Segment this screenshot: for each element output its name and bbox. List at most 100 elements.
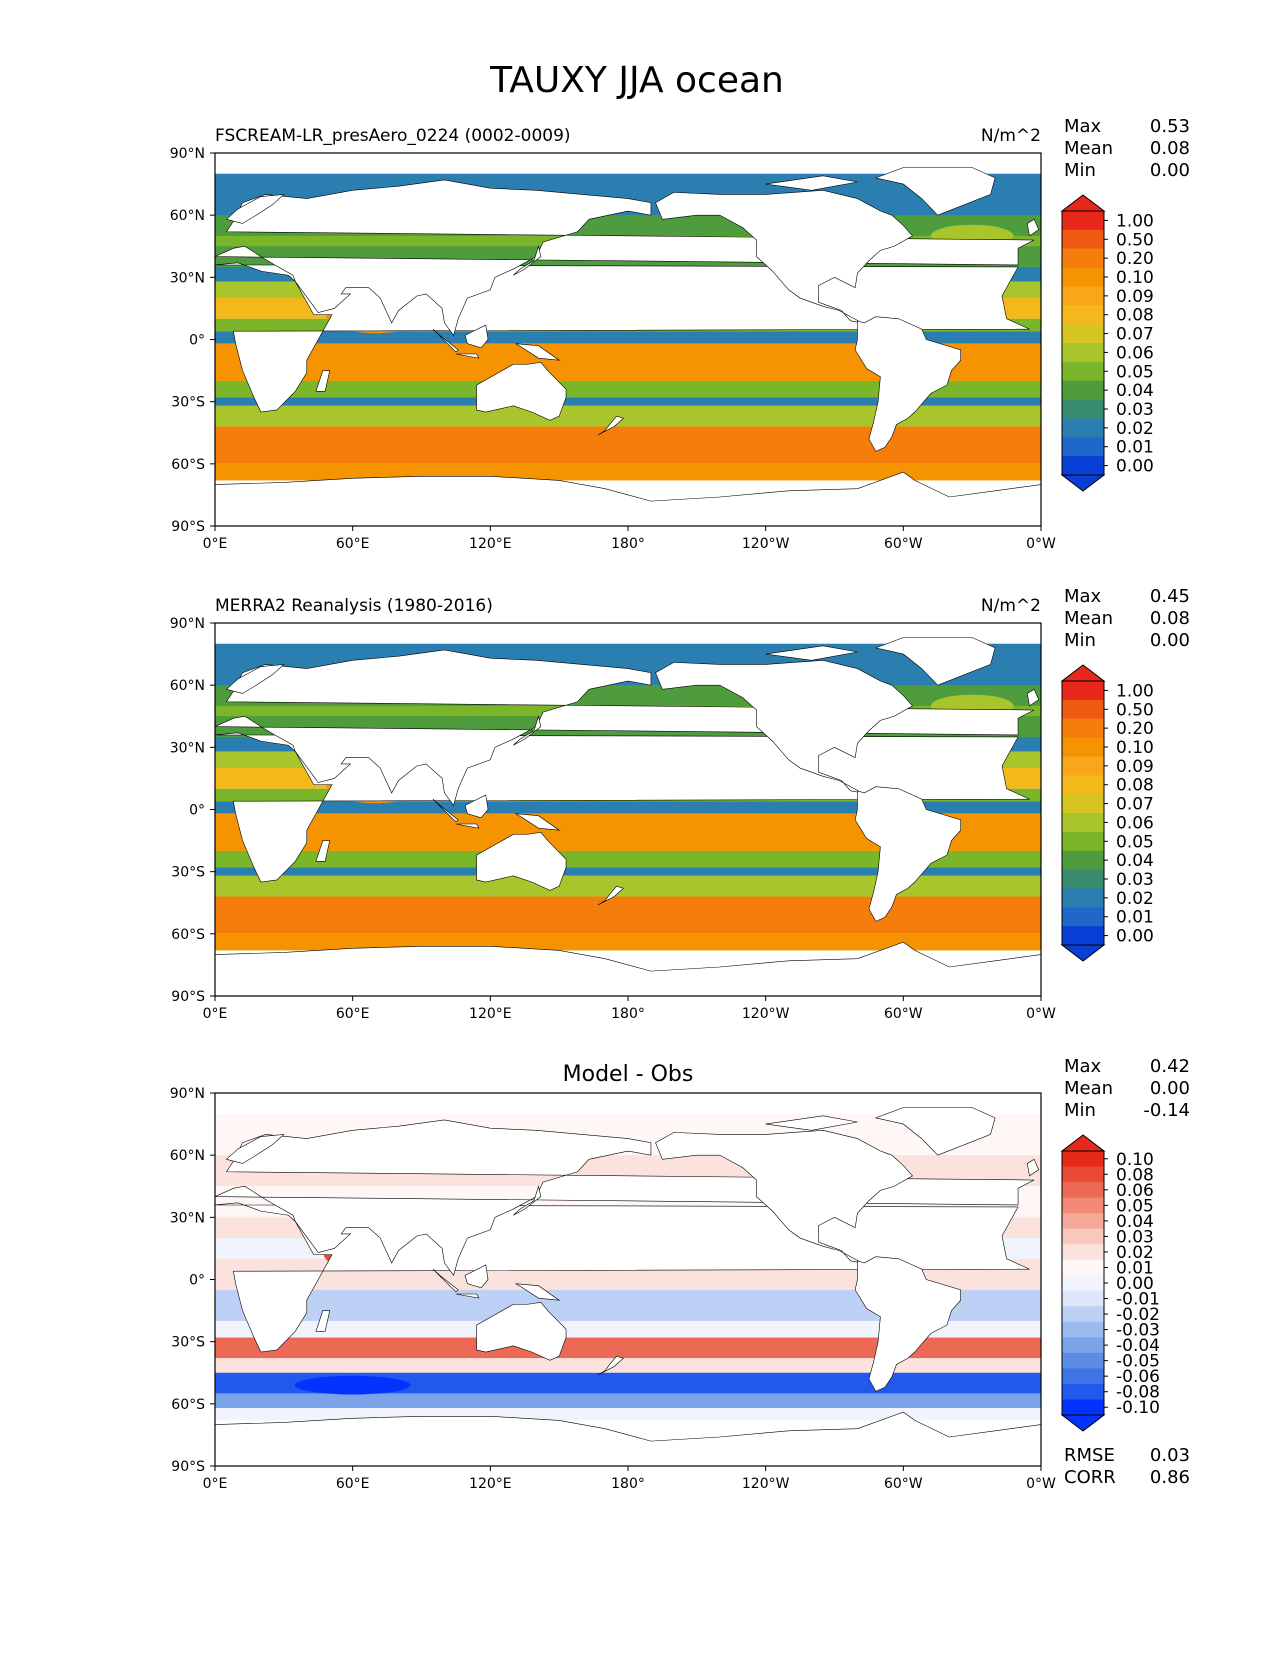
colorbar-segment — [1062, 1337, 1104, 1354]
colorbar-segment — [1062, 1352, 1104, 1369]
land-mass — [598, 1355, 625, 1376]
stat-label: Mean — [1064, 1078, 1113, 1099]
map-field — [215, 623, 1041, 996]
land-mass — [215, 262, 1030, 413]
x-tick-label: 120°W — [742, 1006, 790, 1022]
colorbar-label: 0.04 — [1116, 1212, 1154, 1232]
colorbar-segment — [1062, 286, 1104, 306]
colorbar-segment — [1062, 1197, 1104, 1214]
colorbar-label: 0.08 — [1116, 776, 1154, 796]
colorbar-label: 0.08 — [1116, 1165, 1154, 1185]
colorbar-frame — [1061, 210, 1105, 476]
colorbar-segment — [1062, 718, 1104, 739]
map-panel-3: 0°E 60°E 120°E 180° 120°W 60°W 0°W 90°N 60°N 30°N… — [170, 1056, 1190, 1492]
colorbar-extend-bottom — [1060, 474, 1106, 492]
colorbar-segment — [1062, 794, 1104, 814]
map-field — [215, 1093, 1041, 1466]
stat-label: Max — [1064, 586, 1102, 607]
land-mass — [464, 324, 489, 349]
land-mass — [476, 361, 567, 421]
ocean-band — [215, 850, 1041, 868]
colorbar-label: -0.08 — [1116, 1383, 1160, 1403]
y-tick-label: 60°N — [170, 208, 205, 224]
colorbar-segment — [1062, 1306, 1104, 1323]
land-mass — [215, 179, 1035, 337]
colorbar-label: 0.02 — [1116, 1243, 1154, 1263]
land-mass — [1026, 688, 1040, 707]
y-tick-label: 0° — [189, 1273, 205, 1289]
colorbar-label: 0.07 — [1116, 795, 1154, 815]
colorbar-segment — [1062, 305, 1104, 325]
diff-band — [215, 1337, 1041, 1359]
colorbar-segment — [1062, 1368, 1104, 1385]
land-mass — [476, 831, 567, 891]
y-tick-label: 0° — [189, 803, 205, 819]
colorbar-label: 0.10 — [1116, 1150, 1154, 1170]
y-tick-label: 30°S — [171, 865, 205, 881]
land-mass — [464, 1264, 489, 1289]
x-tick-label: 180° — [611, 536, 645, 552]
land-mass — [655, 659, 913, 794]
colorbar-segment — [1062, 361, 1104, 382]
land-mass — [598, 415, 625, 436]
y-tick-label: 60°N — [170, 1148, 205, 1164]
y-tick-label: 30°S — [171, 1335, 205, 1351]
ocean-band — [215, 801, 1041, 814]
land-mass — [854, 316, 961, 452]
diff-feature — [294, 1375, 411, 1395]
colorbar-label: 0.20 — [1116, 719, 1154, 739]
colorbar-label: 0.06 — [1116, 1181, 1154, 1201]
land-mass — [598, 885, 625, 906]
stat-label: Max — [1064, 1056, 1102, 1077]
colorbar-segment — [1062, 1182, 1104, 1199]
land-mass — [655, 1129, 913, 1264]
colorbar-label: 0.00 — [1116, 927, 1154, 947]
x-tick-label: 0°E — [203, 536, 228, 552]
x-tick-label: 60°E — [336, 536, 370, 552]
x-tick-label: 120°W — [742, 536, 790, 552]
land-mass — [225, 1134, 285, 1164]
land-mass — [225, 194, 285, 224]
colorbar-label: -0.01 — [1116, 1290, 1160, 1310]
panel-title-center: Model - Obs — [563, 1062, 694, 1087]
colorbar-label: 0.07 — [1116, 325, 1154, 345]
stat-label: Max — [1064, 116, 1102, 137]
x-tick-label: 60°W — [884, 536, 923, 552]
stat-value: 0.08 — [1150, 608, 1190, 629]
colorbar-label: 0.02 — [1116, 419, 1154, 439]
colorbar-segment — [1062, 229, 1104, 250]
land-mass — [315, 1310, 331, 1332]
colorbar-label: -0.03 — [1116, 1321, 1160, 1341]
land-mass — [874, 167, 996, 216]
stat-label: Min — [1064, 1100, 1096, 1121]
colorbar-label: 0.00 — [1116, 1274, 1154, 1294]
y-tick-label: 90°N — [170, 1086, 205, 1102]
land-mass — [765, 175, 858, 191]
stat-label: Mean — [1064, 608, 1113, 629]
y-tick-label: 0° — [189, 333, 205, 349]
land-mass — [515, 343, 561, 361]
land-mass — [513, 715, 542, 746]
colorbar-label: 0.50 — [1116, 700, 1154, 720]
colorbar-label: 0.03 — [1116, 870, 1154, 890]
colorbar-label: 0.02 — [1116, 889, 1154, 909]
land-mass — [455, 353, 480, 359]
land-mass — [874, 637, 996, 686]
colorbar-label: 0.10 — [1116, 738, 1154, 758]
land-mass — [1026, 1158, 1040, 1177]
land-mass — [515, 1283, 561, 1301]
x-tick-label: 180° — [611, 1006, 645, 1022]
colorbar-segment — [1062, 267, 1104, 287]
colorbar-label: 0.08 — [1116, 306, 1154, 326]
colorbar-extend-top — [1060, 194, 1106, 212]
land-mass — [854, 786, 961, 922]
colorbar-segment — [1062, 1290, 1104, 1307]
colorbar-segment — [1062, 926, 1104, 946]
colorbar-label: 0.03 — [1116, 400, 1154, 420]
stat-label: Mean — [1064, 138, 1113, 159]
land-mass — [215, 471, 1041, 526]
y-tick-label: 60°S — [171, 1397, 205, 1413]
colorbar-segment — [1062, 907, 1104, 927]
colorbar-extend-bottom — [1060, 944, 1106, 962]
ocean-band — [215, 331, 1041, 344]
